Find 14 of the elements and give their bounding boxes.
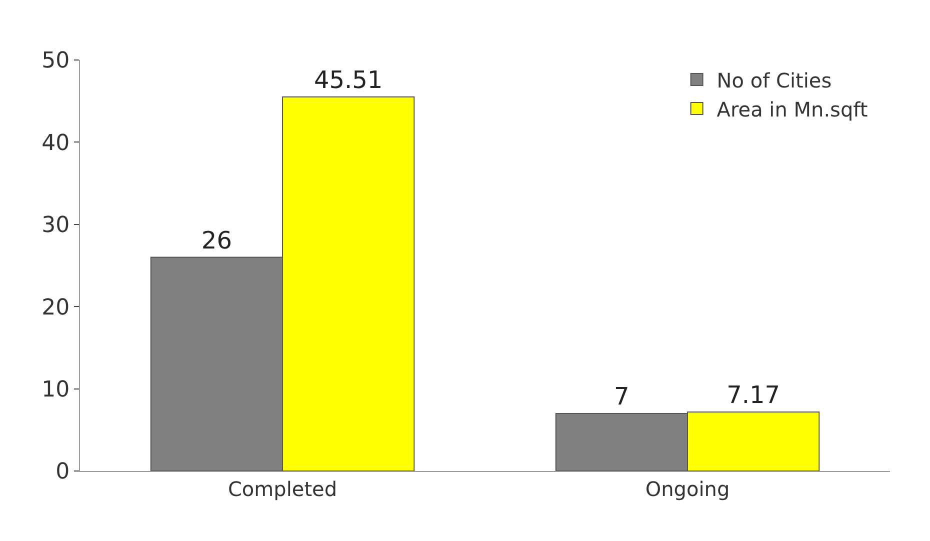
- y-tick-label: 50: [42, 48, 70, 74]
- legend-label: No of Cities: [716, 68, 832, 92]
- y-tick-label: 20: [42, 295, 70, 320]
- y-tick-label: 40: [42, 130, 70, 156]
- legend-label: Area in Mn.sqft: [716, 97, 868, 122]
- y-tick-label: 0: [56, 460, 70, 485]
- x-tick-label: Completed: [228, 477, 338, 501]
- y-tick-label: 30: [42, 213, 70, 238]
- y-tick-label: 10: [42, 378, 70, 402]
- data-label: 26: [201, 226, 232, 254]
- data-label: 7.17: [726, 381, 780, 410]
- x-tick-label: Ongoing: [645, 477, 730, 501]
- data-label: 45.51: [314, 66, 383, 94]
- data-label: 7: [614, 382, 630, 410]
